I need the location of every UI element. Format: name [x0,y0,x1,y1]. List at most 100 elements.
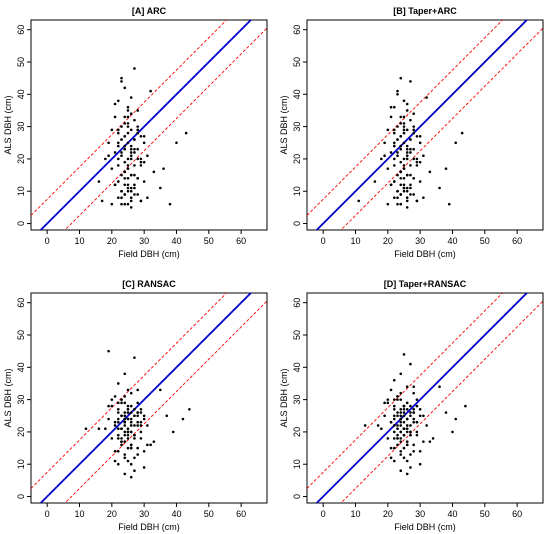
data-point [97,427,101,430]
y-tick-label: 10 [292,186,302,196]
data-point [123,453,127,456]
x-axis-label: Field DBH (cm) [394,522,456,532]
data-point [409,424,412,427]
data-point [454,417,458,421]
data-point [123,433,127,437]
data-point [129,446,133,450]
data-point [123,170,127,174]
data-point [139,160,143,164]
data-point [405,417,409,421]
x-tick-label: 10 [350,236,360,246]
data-point [126,411,130,414]
data-point [104,157,107,161]
plot-frame [306,19,544,231]
data-point [123,135,127,138]
x-axis: 0 10 20 30 40 50 60 Field DBH (cm) [45,230,246,259]
data-point [418,141,422,145]
data-point [142,417,146,421]
data-point [123,440,127,443]
data-point [123,160,127,164]
data-point [422,414,425,418]
y-tick-label: 20 [292,154,302,164]
data-point [399,450,403,453]
data-point [113,424,117,427]
data-point [409,404,412,408]
data-point [399,193,403,196]
data-point [116,437,120,440]
data-point [120,138,123,141]
data-point [110,398,114,401]
data-point [129,430,133,434]
data-point [123,122,127,125]
data-point [139,430,143,434]
data-point [405,109,409,112]
x-tick-label: 20 [107,236,117,246]
data-point [146,154,149,157]
y-tick-label: 30 [16,395,26,405]
x-tick-label: 20 [383,236,393,246]
data-point [129,186,133,190]
data-point [120,414,123,418]
data-point [126,131,130,135]
data-point [136,109,139,112]
data-point [399,398,403,401]
data-point [402,183,406,187]
data-point [133,424,136,427]
data-point [116,411,120,414]
data-point [126,115,130,119]
data-point [133,67,136,70]
data-point [399,411,403,414]
data-point [415,433,419,437]
data-point [405,459,409,463]
data-point [116,420,120,424]
y-axis: 0 10 20 30 40 50 60 ALS DBH (cm) [279,298,307,499]
data-point [399,430,403,434]
data-point [392,459,396,463]
x-tick-label: 50 [480,236,490,246]
data-point [133,118,136,122]
data-point [399,414,403,418]
data-point [126,417,130,421]
data-point [133,408,136,411]
data-point [139,424,143,427]
data-point [123,147,127,151]
scatter-points [97,67,188,209]
data-point [152,170,156,174]
data-point [415,420,419,424]
data-point [389,115,393,119]
data-point [120,173,123,177]
data-point [113,395,117,398]
x-tick-label: 30 [139,236,149,246]
data-point [392,180,396,183]
data-point [133,147,136,151]
data-point [392,105,396,109]
data-point [110,128,114,132]
data-point [412,420,415,424]
data-point [392,164,396,167]
data-point [402,157,406,161]
data-point [165,414,169,418]
data-point [136,157,139,161]
data-point [386,167,390,170]
data-point [412,411,415,414]
data-point [402,446,406,450]
data-point [399,440,403,443]
data-point [428,170,432,174]
data-point [139,408,143,411]
data-point [181,417,185,421]
data-point [402,420,406,424]
data-point [392,417,396,421]
data-point [123,193,127,196]
band-line-upper [307,293,504,489]
y-tick-label: 60 [16,25,26,35]
data-point [438,385,441,388]
data-point [405,424,409,427]
data-point [447,202,451,206]
data-point [402,353,406,356]
data-point [113,151,117,154]
data-point [454,141,458,145]
data-point [409,362,412,366]
data-point [133,414,136,418]
data-point [136,147,139,151]
data-point [116,144,120,148]
